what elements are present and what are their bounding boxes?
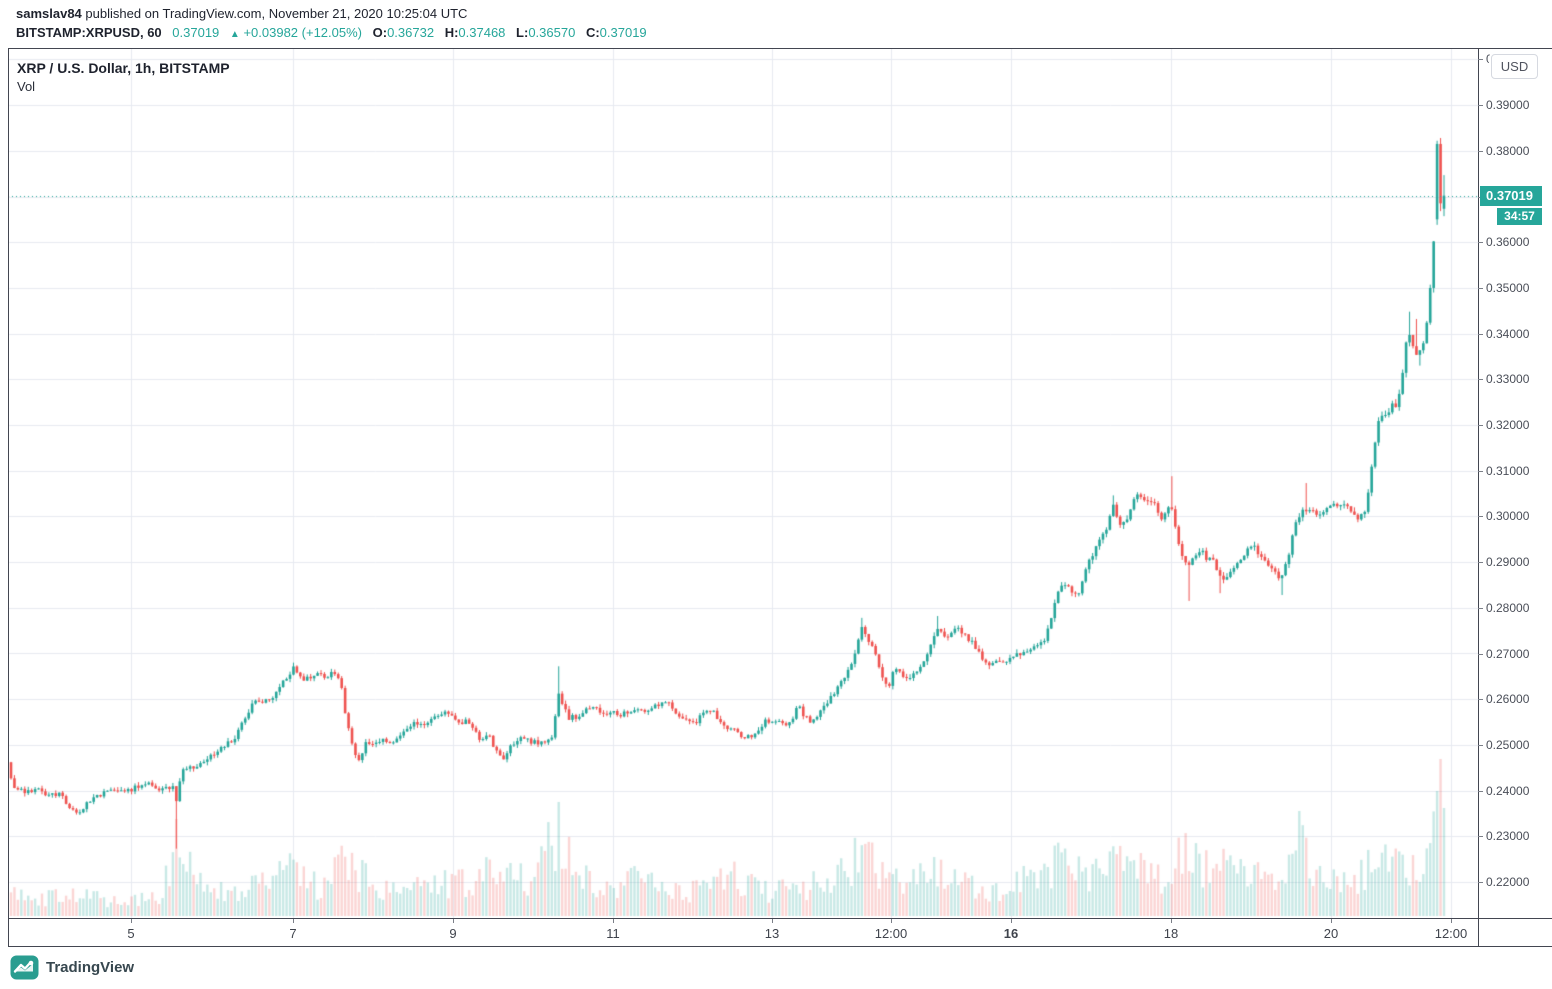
price-axis-tick: [1478, 562, 1483, 564]
price-axis-tick: [1478, 699, 1483, 701]
time-axis-tick: [1011, 919, 1012, 923]
price-axis-tick: [1478, 607, 1483, 609]
price-axis-tick: [1478, 882, 1483, 883]
price-axis-label: 0.35000: [1486, 280, 1530, 295]
time-axis-label: 9: [449, 926, 457, 941]
price-axis-tick: [1478, 242, 1483, 244]
time-axis-label: 12:00: [874, 926, 908, 941]
time-axis-label: 7: [289, 926, 297, 941]
price-axis-label: 0.23000: [1486, 829, 1530, 844]
price-axis-label: 0.32000: [1486, 418, 1530, 432]
price-axis-tick: [1478, 150, 1483, 152]
time-axis-tick: [293, 919, 294, 923]
last-price-value: 0.37019: [172, 25, 220, 40]
price-chart-canvas[interactable]: [8, 48, 1478, 918]
price-axis-label: 0.22000: [1486, 875, 1530, 889]
time-axis-tick: [891, 919, 892, 923]
symbol-ohlc-bar: BITSTAMP:XRPUSD, 60 0.37019 ▲ +0.03982 (…: [16, 25, 647, 40]
time-axis-tick: [1171, 919, 1172, 923]
publish-info: samslav84 published on TradingView.com, …: [16, 6, 467, 21]
price-axis-tick: [1478, 333, 1483, 335]
time-axis-label: 16: [1003, 926, 1019, 941]
price-axis-label: 0.26000: [1486, 692, 1530, 707]
last-price-badge: 0.37019: [1480, 185, 1542, 206]
price-axis-label: 0.36000: [1486, 235, 1530, 250]
time-axis-separator[interactable]: [8, 918, 1552, 919]
price-axis-tick: [1478, 425, 1483, 426]
time-axis-label: 18: [1163, 926, 1179, 941]
open-value: 0.36732: [387, 25, 435, 40]
time-axis-label: 20: [1323, 926, 1339, 941]
time-axis-label: 5: [127, 926, 135, 941]
price-axis-label: 0.33000: [1486, 372, 1530, 387]
time-axis-tick: [1451, 919, 1452, 923]
price-axis-tick: [1478, 790, 1483, 792]
high-value: 0.37468: [458, 25, 506, 40]
bar-countdown-badge: 34:57: [1497, 207, 1542, 225]
price-axis-tick: [1478, 379, 1483, 381]
published-text: published on TradingView.com, November 2…: [81, 6, 468, 21]
time-axis-tick: [772, 919, 773, 923]
price-axis-tick: [1478, 653, 1483, 655]
price-axis-tick: [1478, 59, 1483, 61]
close-label: C:: [585, 25, 600, 40]
price-axis-label: 0.39000: [1486, 98, 1530, 113]
price-axis-label: 0.24000: [1486, 783, 1530, 798]
up-arrow-icon: ▲: [229, 29, 240, 40]
time-axis-tick: [453, 919, 454, 923]
price-axis-label: 0.30000: [1486, 509, 1530, 524]
close-value: 0.37019: [599, 25, 647, 40]
price-axis-tick: [1478, 744, 1483, 746]
high-label: H:: [444, 25, 459, 40]
time-axis-tick: [131, 919, 132, 923]
pane-border-top: [8, 48, 1552, 49]
price-axis-label: 0.34000: [1486, 326, 1530, 341]
change-value: +0.03982 (+12.05%): [243, 25, 362, 40]
time-axis-tick: [613, 919, 614, 923]
pane-border-bottom: [8, 946, 1552, 947]
legend-series-title[interactable]: XRP / U.S. Dollar, 1h, BITSTAMP: [17, 60, 230, 76]
price-axis-label: 0.31000: [1486, 463, 1530, 478]
price-axis-tick: [1478, 470, 1483, 472]
footer-brand: TradingView: [10, 955, 134, 980]
price-axis-label: 0.27000: [1486, 646, 1530, 661]
time-axis-label: 12:00: [1434, 926, 1468, 941]
chart-legend: XRP / U.S. Dollar, 1h, BITSTAMP Vol: [17, 60, 230, 94]
price-axis-tick: [1478, 516, 1483, 518]
low-value: 0.36570: [528, 25, 576, 40]
legend-volume-label[interactable]: Vol: [17, 79, 36, 94]
price-axis[interactable]: 0.400000.390000.380000.360000.350000.340…: [1478, 48, 1552, 918]
price-axis-label: 0.29000: [1486, 555, 1530, 570]
price-axis-label: 0.38000: [1486, 143, 1530, 158]
price-axis-label: 0.28000: [1486, 600, 1530, 615]
brand-name[interactable]: TradingView: [46, 959, 135, 976]
open-label: O:: [372, 25, 388, 40]
pane-border-left: [8, 48, 9, 946]
chart-pane[interactable]: [8, 48, 1478, 918]
price-axis-tick: [1478, 105, 1483, 107]
price-axis-tick: [1478, 836, 1483, 838]
symbol-title: BITSTAMP:XRPUSD, 60: [16, 25, 162, 40]
time-axis-label: 11: [606, 926, 620, 941]
time-axis[interactable]: 5 7 9 11 13 12:00 16 18 20 12:00: [8, 919, 1552, 946]
tradingview-logo-icon[interactable]: [10, 955, 39, 980]
time-axis-label: 13: [764, 926, 780, 941]
author-name: samslav84: [16, 6, 82, 21]
low-label: L:: [516, 25, 529, 40]
price-axis-separator[interactable]: [1478, 48, 1479, 946]
currency-toggle-button[interactable]: USD: [1491, 54, 1538, 79]
time-axis-tick: [1331, 919, 1332, 923]
price-axis-label: 0.25000: [1486, 737, 1530, 752]
price-axis-tick: [1478, 287, 1483, 289]
